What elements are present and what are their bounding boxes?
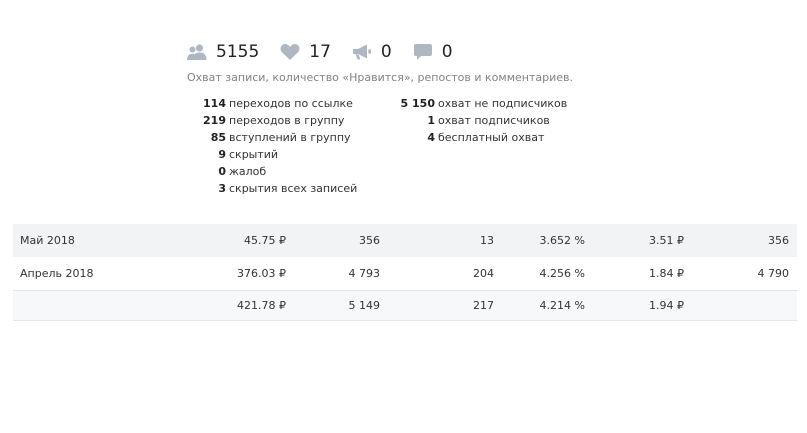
total-spent-cell: 421.78 ₽	[237, 299, 286, 312]
monthly-stats-table: Май 2018 45.75 ₽ 356 13 3.652 % 3.51 ₽ 3…	[13, 224, 797, 321]
total-impressions-cell: 5 149	[348, 299, 381, 312]
reach-stat: 5155	[186, 42, 259, 62]
clicks-cell: 204	[473, 267, 494, 280]
total-clicks-cell: 217	[473, 299, 494, 312]
metric-nonsubscriber-reach: 5 150 охват не подписчиков	[400, 97, 568, 110]
ctr-cell: 4.256 %	[539, 267, 585, 280]
likes-stat[interactable]: 17	[279, 42, 331, 62]
reach-cell: 4 790	[757, 267, 790, 280]
total-cpc-cell: 1.94 ₽	[649, 299, 684, 312]
clicks-cell: 13	[480, 234, 494, 247]
metric-hides: 9 скрытий	[218, 148, 279, 161]
impressions-cell: 356	[359, 234, 380, 247]
users-icon	[186, 42, 208, 62]
likes-count: 17	[309, 42, 331, 62]
spent-cell: 376.03 ₽	[237, 267, 286, 280]
total-ctr-cell: 4.214 %	[539, 299, 585, 312]
metric-link-clicks: 114 переходов по ссылке	[203, 97, 353, 110]
ctr-cell: 3.652 %	[539, 234, 585, 247]
metrics-right-column: 5 150 охват не подписчиков 1 охват подписч…	[395, 95, 568, 146]
reposts-stat[interactable]: 0	[351, 42, 392, 62]
cpc-cell: 3.51 ₽	[649, 234, 684, 247]
reach-cell: 356	[768, 234, 789, 247]
cpc-cell: 1.84 ₽	[649, 267, 684, 280]
heart-icon	[279, 42, 301, 62]
metric-reports: 0 жалоб	[218, 165, 267, 178]
month-cell: Май 2018	[20, 234, 75, 247]
megaphone-icon	[351, 42, 373, 62]
metric-group-visits: 219 переходов в группу	[203, 114, 345, 127]
metric-subscriber-reach: 1 охват подписчиков	[427, 114, 550, 127]
metric-group-joins: 85 вступлений в группу	[210, 131, 351, 144]
comments-stat[interactable]: 0	[412, 42, 453, 62]
post-stats-row: 5155 17 0 0	[186, 40, 473, 64]
metric-hide-all: 3 скрытия всех записей	[218, 182, 358, 195]
reposts-count: 0	[380, 42, 392, 62]
month-cell: Апрель 2018	[20, 267, 94, 280]
stats-caption: Охват записи, количество «Нравится», реп…	[187, 71, 573, 84]
table-row[interactable]: Апрель 2018 376.03 ₽ 4 793 204 4.256 % 1…	[13, 257, 797, 290]
reach-count: 5155	[216, 42, 260, 62]
impressions-cell: 4 793	[348, 267, 381, 280]
metric-free-reach: 4 бесплатный охват	[427, 131, 545, 144]
comment-icon	[412, 42, 434, 62]
spent-cell: 45.75 ₽	[244, 234, 286, 247]
metrics-left-column: 114 переходов по ссылке 219 переходов в гр…	[190, 95, 357, 197]
table-row[interactable]: Май 2018 45.75 ₽ 356 13 3.652 % 3.51 ₽ 3…	[13, 224, 797, 257]
comments-count: 0	[441, 42, 453, 62]
table-total-row: 421.78 ₽ 5 149 217 4.214 % 1.94 ₽	[13, 290, 797, 321]
